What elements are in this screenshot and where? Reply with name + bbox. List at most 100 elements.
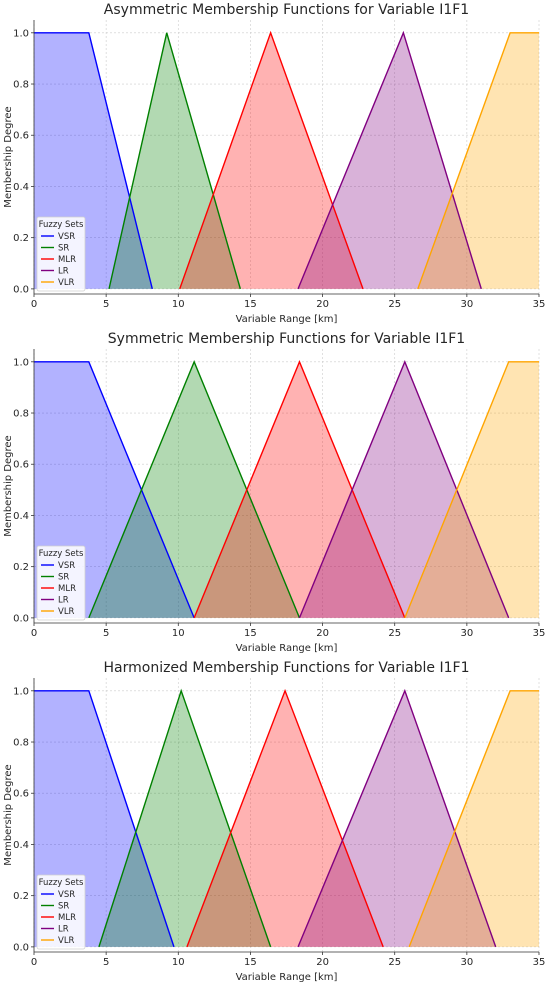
x-tick-label: 30: [460, 299, 473, 310]
x-tick-label: 15: [244, 299, 257, 310]
line-vlr: [417, 32, 539, 290]
line-sr: [108, 32, 242, 290]
legend-title: Fuzzy Sets: [39, 220, 84, 230]
x-tick-label: 30: [460, 628, 473, 639]
area-vlr: [409, 690, 539, 947]
area-mlr: [194, 361, 405, 618]
legend-label-vlr: VLR: [58, 936, 75, 946]
chart-panel-symmetric: Symmetric Membership Functions for Varia…: [0, 329, 550, 658]
chart-panel-harmonized: Harmonized Membership Functions for Vari…: [0, 658, 550, 987]
legend-label-sr: SR: [58, 244, 69, 254]
line-vsr: [34, 690, 175, 948]
x-axis-label: Variable Range [km]: [236, 643, 338, 654]
x-tick-label: 35: [533, 299, 546, 310]
legend-label-vsr: VSR: [58, 232, 75, 242]
x-tick-label: 5: [103, 628, 109, 639]
line-lr: [298, 359, 510, 619]
chart-panel-asymmetric: Asymmetric Membership Functions for Vari…: [0, 0, 550, 329]
line-vlr: [408, 690, 539, 948]
area-mlr: [179, 32, 363, 289]
area-mlr: [186, 690, 384, 947]
y-axis-label: Membership Degree: [3, 435, 14, 536]
chart-asymmetric: Asymmetric Membership Functions for Vari…: [3, 2, 546, 325]
legend-label-mlr: MLR: [58, 913, 76, 923]
x-tick-label: 15: [244, 957, 257, 968]
x-tick-label: 30: [460, 957, 473, 968]
y-tick-label: 0.6: [13, 131, 29, 142]
area-sr: [88, 361, 300, 618]
x-tick-label: 20: [316, 957, 329, 968]
line-mlr: [186, 688, 384, 948]
x-tick-label: 0: [31, 628, 37, 639]
x-tick-label: 5: [103, 957, 109, 968]
y-tick-label: 0.0: [13, 613, 29, 624]
y-tick-label: 0.0: [13, 284, 29, 295]
area-lr: [299, 361, 509, 618]
y-tick-label: 0.2: [13, 562, 29, 573]
area-sr: [98, 690, 271, 947]
y-axis-label: Membership Degree: [3, 764, 14, 865]
y-axis-label: Membership Degree: [3, 106, 14, 207]
x-tick-label: 25: [388, 299, 401, 310]
area-vlr: [417, 32, 539, 289]
legend-title: Fuzzy Sets: [39, 878, 84, 888]
y-tick-label: 0.8: [13, 409, 29, 420]
x-tick-label: 5: [103, 299, 109, 310]
x-tick-label: 0: [31, 299, 37, 310]
y-tick-label: 0.8: [13, 80, 29, 91]
x-tick-label: 0: [31, 957, 37, 968]
legend-label-lr: LR: [58, 596, 69, 606]
x-tick-label: 20: [316, 628, 329, 639]
chart-title: Symmetric Membership Functions for Varia…: [108, 331, 465, 347]
x-tick-label: 10: [172, 628, 185, 639]
y-tick-label: 0.0: [13, 942, 29, 953]
legend-label-vsr: VSR: [58, 890, 75, 900]
line-vsr: [34, 361, 195, 619]
y-tick-label: 0.4: [13, 182, 29, 193]
grid-lines: [33, 20, 540, 294]
line-lr: [297, 30, 482, 290]
y-tick-label: 1.0: [13, 28, 29, 39]
x-tick-label: 10: [172, 299, 185, 310]
line-sr: [98, 688, 272, 948]
chart-title: Asymmetric Membership Functions for Vari…: [104, 2, 469, 18]
y-tick-label: 0.4: [13, 511, 29, 522]
y-tick-label: 0.8: [13, 738, 29, 749]
line-sr: [88, 359, 301, 619]
x-tick-label: 20: [316, 299, 329, 310]
line-mlr: [179, 30, 364, 290]
area-lr: [298, 32, 482, 289]
chart-harmonized: Harmonized Membership Functions for Vari…: [3, 660, 546, 983]
legend-label-sr: SR: [58, 573, 69, 583]
line-vlr: [404, 361, 539, 619]
line-mlr: [193, 359, 406, 619]
legend-title: Fuzzy Sets: [39, 549, 84, 559]
x-tick-label: 25: [388, 628, 401, 639]
legend-label-sr: SR: [58, 902, 69, 912]
y-tick-label: 1.0: [13, 357, 29, 368]
x-tick-label: 10: [172, 957, 185, 968]
area-vlr: [404, 361, 539, 618]
x-tick-label: 35: [533, 957, 546, 968]
chart-symmetric: Symmetric Membership Functions for Varia…: [3, 331, 546, 654]
y-tick-label: 0.2: [13, 233, 29, 244]
area-sr: [109, 32, 241, 289]
y-tick-label: 1.0: [13, 686, 29, 697]
y-tick-label: 0.2: [13, 891, 29, 902]
legend-label-vlr: VLR: [58, 607, 75, 617]
legend-label-lr: LR: [58, 925, 69, 935]
chart-title: Harmonized Membership Functions for Vari…: [104, 660, 470, 676]
y-tick-label: 0.6: [13, 789, 29, 800]
x-tick-label: 25: [388, 957, 401, 968]
y-tick-label: 0.4: [13, 840, 29, 851]
x-axis-label: Variable Range [km]: [236, 972, 338, 983]
legend-label-mlr: MLR: [58, 255, 76, 265]
x-tick-label: 35: [533, 628, 546, 639]
legend-label-lr: LR: [58, 267, 69, 277]
grid-lines: [33, 678, 540, 952]
legend-label-mlr: MLR: [58, 584, 76, 594]
area-lr: [298, 690, 496, 947]
